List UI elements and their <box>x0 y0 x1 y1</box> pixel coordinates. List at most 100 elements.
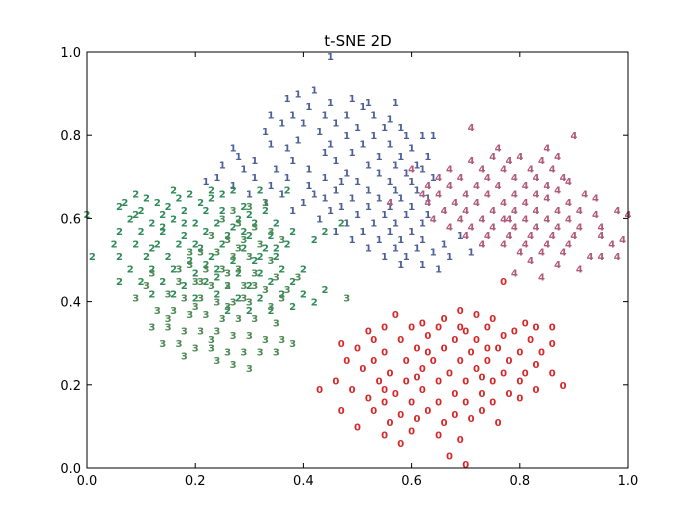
data-point-class-4: 4 <box>549 164 556 175</box>
data-point-class-2: 2 <box>181 219 188 230</box>
data-point-class-4: 4 <box>505 156 512 167</box>
data-point-class-4: 4 <box>468 156 475 167</box>
data-point-class-0: 0 <box>419 318 426 329</box>
data-point-class-3: 3 <box>251 281 258 292</box>
data-point-class-2: 2 <box>311 298 318 309</box>
data-point-class-4: 4 <box>522 239 529 250</box>
data-point-class-2: 2 <box>159 210 166 221</box>
data-point-class-1: 1 <box>327 206 334 217</box>
data-point-class-4: 4 <box>500 164 507 175</box>
data-point-class-4: 4 <box>462 189 469 200</box>
data-point-class-0: 0 <box>462 327 469 338</box>
data-point-class-0: 0 <box>435 397 442 408</box>
data-point-class-2: 2 <box>127 264 134 275</box>
data-point-class-4: 4 <box>592 210 599 221</box>
data-point-class-4: 4 <box>538 248 545 259</box>
data-point-class-0: 0 <box>489 377 496 388</box>
data-point-class-4: 4 <box>560 248 567 259</box>
data-point-class-0: 0 <box>489 314 496 325</box>
data-point-class-1: 1 <box>305 181 312 192</box>
data-point-class-1: 1 <box>430 131 437 142</box>
data-point-class-4: 4 <box>511 223 518 234</box>
data-point-class-0: 0 <box>435 323 442 334</box>
data-point-class-2: 2 <box>175 194 182 205</box>
data-point-class-2: 2 <box>165 202 172 213</box>
data-point-class-2: 2 <box>148 244 155 255</box>
data-point-class-4: 4 <box>446 223 453 234</box>
data-point-class-4: 4 <box>462 206 469 217</box>
data-point-class-0: 0 <box>370 356 377 367</box>
data-point-class-0: 0 <box>473 364 480 375</box>
data-point-class-3: 3 <box>240 348 247 359</box>
data-point-class-1: 1 <box>332 156 339 167</box>
data-point-class-2: 2 <box>273 244 280 255</box>
data-point-class-0: 0 <box>549 323 556 334</box>
data-point-class-3: 3 <box>267 256 274 267</box>
data-point-class-3: 3 <box>197 327 204 338</box>
data-point-class-1: 1 <box>376 235 383 246</box>
data-point-class-2: 2 <box>300 264 307 275</box>
data-point-class-4: 4 <box>441 206 448 217</box>
data-point-class-1: 1 <box>365 160 372 171</box>
data-point-class-3: 3 <box>181 293 188 304</box>
data-point-class-2: 2 <box>159 277 166 288</box>
data-point-class-3: 3 <box>197 248 204 259</box>
data-point-class-0: 0 <box>468 414 475 425</box>
data-point-class-1: 1 <box>359 227 366 238</box>
data-point-class-2: 2 <box>165 252 172 263</box>
data-point-class-4: 4 <box>484 189 491 200</box>
data-point-class-1: 1 <box>365 185 372 196</box>
data-point-class-0: 0 <box>403 356 410 367</box>
data-point-class-3: 3 <box>186 248 193 259</box>
data-point-class-2: 2 <box>186 189 193 200</box>
data-point-class-3: 3 <box>143 281 150 292</box>
data-point-class-1: 1 <box>289 156 296 167</box>
data-point-class-3: 3 <box>132 293 139 304</box>
data-point-class-4: 4 <box>543 194 550 205</box>
data-point-class-1: 1 <box>414 244 421 255</box>
data-point-class-2: 2 <box>246 306 253 317</box>
data-point-class-3: 3 <box>230 298 237 309</box>
data-point-class-2: 2 <box>197 198 204 209</box>
y-tick-label: 0.2 <box>60 379 81 394</box>
data-point-class-2: 2 <box>159 227 166 238</box>
data-point-class-4: 4 <box>554 206 561 217</box>
data-point-class-4: 4 <box>478 164 485 175</box>
data-point-class-0: 0 <box>511 327 518 338</box>
data-point-class-2: 2 <box>203 206 210 217</box>
data-point-class-1: 1 <box>424 194 431 205</box>
data-point-class-1: 1 <box>403 169 410 180</box>
data-point-class-0: 0 <box>484 343 491 354</box>
data-point-class-0: 0 <box>500 331 507 342</box>
data-point-class-1: 1 <box>284 94 291 105</box>
data-point-class-3: 3 <box>246 364 253 375</box>
data-point-class-2: 2 <box>230 256 237 267</box>
data-point-class-0: 0 <box>457 356 464 367</box>
plot-frame <box>86 51 629 469</box>
data-point-class-4: 4 <box>484 231 491 242</box>
data-point-class-2: 2 <box>170 264 177 275</box>
data-point-class-1: 1 <box>392 244 399 255</box>
data-point-class-2: 2 <box>246 281 253 292</box>
data-point-class-2: 2 <box>235 268 242 279</box>
data-point-class-4: 4 <box>597 223 604 234</box>
data-point-class-0: 0 <box>408 397 415 408</box>
data-point-class-2: 2 <box>235 214 242 225</box>
data-point-class-2: 2 <box>311 235 318 246</box>
data-point-class-4: 4 <box>489 223 496 234</box>
data-point-class-3: 3 <box>278 235 285 246</box>
data-point-class-2: 2 <box>257 293 264 304</box>
data-point-class-2: 2 <box>111 239 118 250</box>
data-point-class-3: 3 <box>273 318 280 329</box>
data-point-class-1: 1 <box>219 160 226 171</box>
data-point-class-2: 2 <box>138 277 145 288</box>
data-point-class-2: 2 <box>224 306 231 317</box>
data-point-class-2: 2 <box>219 206 226 217</box>
data-point-class-4: 4 <box>419 189 426 200</box>
data-point-class-3: 3 <box>165 323 172 334</box>
data-point-class-2: 2 <box>219 189 226 200</box>
y-tick-label: 0.8 <box>60 129 81 144</box>
data-point-class-2: 2 <box>240 202 247 213</box>
data-point-class-4: 4 <box>565 239 572 250</box>
data-point-class-4: 4 <box>478 239 485 250</box>
